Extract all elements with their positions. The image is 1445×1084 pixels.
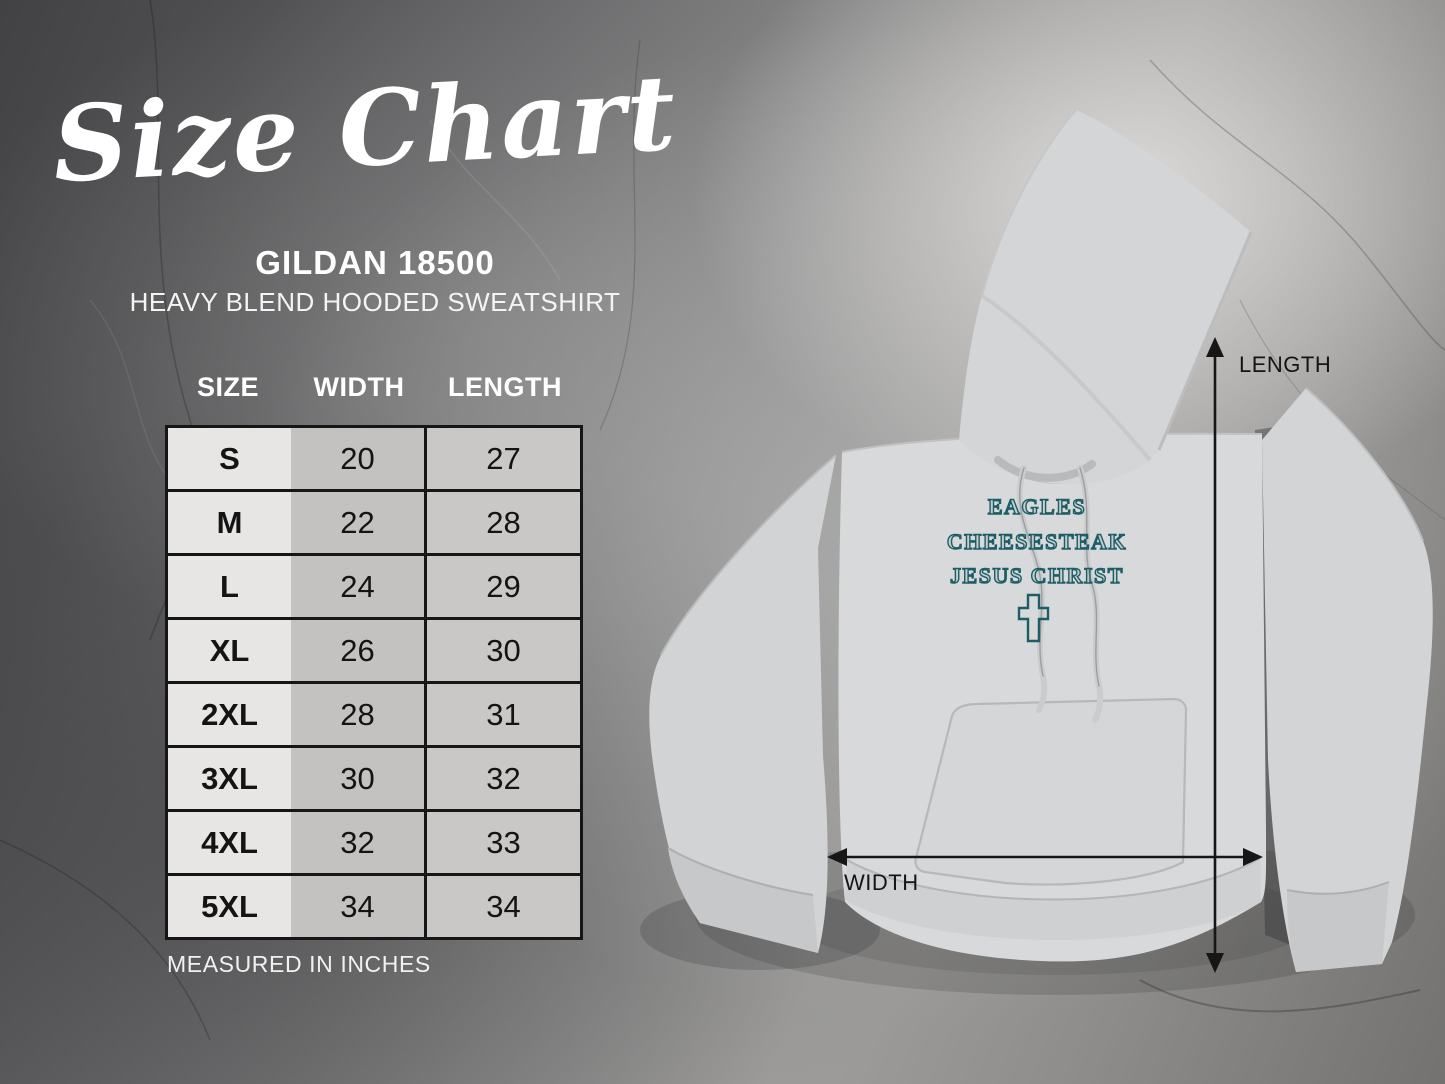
width-cell: 26 bbox=[291, 620, 424, 681]
waistband bbox=[845, 858, 1261, 940]
arrowhead-down bbox=[1206, 953, 1224, 973]
product-name: HEAVY BLEND HOODED SWEATSHIRT bbox=[129, 287, 621, 317]
length-cell: 28 bbox=[424, 492, 580, 553]
size-cell: XL bbox=[168, 620, 291, 681]
right-sleeve bbox=[1262, 387, 1433, 972]
size-cell: S bbox=[168, 428, 291, 489]
table-row: S 20 27 bbox=[168, 428, 580, 492]
width-cell: 34 bbox=[291, 876, 424, 937]
column-header-size: SIZE bbox=[196, 372, 259, 402]
arrowhead-right bbox=[1243, 848, 1263, 866]
width-arrow: WIDTH bbox=[827, 848, 1263, 895]
size-cell: M bbox=[168, 492, 291, 553]
table-row: XL 26 30 bbox=[168, 620, 580, 684]
table-row: 4XL 32 33 bbox=[168, 812, 580, 876]
length-arrow: LENGTH bbox=[1206, 337, 1331, 973]
width-cell: 20 bbox=[291, 428, 424, 489]
column-header-width: WIDTH bbox=[313, 372, 405, 402]
arrowhead-left bbox=[827, 848, 847, 866]
width-cell: 28 bbox=[291, 684, 424, 745]
length-cell: 34 bbox=[424, 876, 580, 937]
kangaroo-pocket bbox=[914, 697, 1188, 886]
length-cell: 32 bbox=[424, 748, 580, 809]
size-cell: 4XL bbox=[168, 812, 291, 873]
units-footnote: MEASURED IN INCHES bbox=[167, 951, 431, 977]
size-cell: 5XL bbox=[168, 876, 291, 937]
print-line-1: EAGLES bbox=[988, 494, 1086, 519]
length-cell: 33 bbox=[424, 812, 580, 873]
width-label: WIDTH bbox=[844, 870, 919, 895]
print-line-3: JESUS CHRIST bbox=[950, 563, 1124, 588]
width-cell: 32 bbox=[291, 812, 424, 873]
drawstrings bbox=[994, 456, 1104, 723]
table-row: 3XL 30 32 bbox=[168, 748, 580, 812]
size-table-header: SIZE WIDTH LENGTH bbox=[165, 372, 583, 403]
length-cell: 30 bbox=[424, 620, 580, 681]
size-cell: 3XL bbox=[168, 748, 291, 809]
size-chart-table: S 20 27 M 22 28 L 24 29 XL 26 30 2XL 28 … bbox=[165, 425, 583, 940]
chest-print: EAGLES CHEESESTEAK JESUS CHRIST bbox=[946, 493, 1127, 643]
size-cell: 2XL bbox=[168, 684, 291, 745]
width-cell: 24 bbox=[291, 556, 424, 617]
product-code: GILDAN 18500 bbox=[255, 244, 495, 281]
column-header-length: LENGTH bbox=[448, 372, 562, 402]
size-cell: L bbox=[168, 556, 291, 617]
left-sleeve bbox=[649, 454, 837, 953]
length-label: LENGTH bbox=[1239, 352, 1331, 377]
length-cell: 27 bbox=[424, 428, 580, 489]
width-cell: 22 bbox=[291, 492, 424, 553]
table-row: M 22 28 bbox=[168, 492, 580, 556]
print-line-2: CHEESESTEAK bbox=[947, 529, 1127, 554]
arrowhead-up bbox=[1206, 337, 1224, 357]
length-cell: 29 bbox=[424, 556, 580, 617]
width-cell: 30 bbox=[291, 748, 424, 809]
table-row: 5XL 34 34 bbox=[168, 876, 580, 937]
length-cell: 31 bbox=[424, 684, 580, 745]
cross-icon bbox=[1017, 593, 1050, 643]
table-row: 2XL 28 31 bbox=[168, 684, 580, 748]
hood bbox=[959, 109, 1253, 485]
table-row: L 24 29 bbox=[168, 556, 580, 620]
